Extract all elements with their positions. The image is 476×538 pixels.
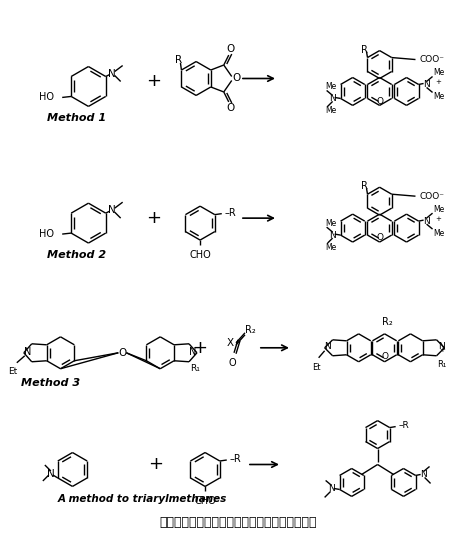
- Text: Me: Me: [433, 204, 444, 214]
- Text: N: N: [24, 347, 31, 357]
- Text: R: R: [361, 45, 368, 54]
- Text: N: N: [108, 205, 116, 215]
- Text: –R: –R: [225, 208, 237, 218]
- Text: R: R: [361, 181, 368, 191]
- Text: Et: Et: [312, 363, 321, 372]
- Text: O: O: [227, 103, 235, 113]
- Text: CHO: CHO: [194, 497, 216, 506]
- Text: O: O: [118, 348, 127, 358]
- Text: Method 1: Method 1: [47, 114, 106, 123]
- Text: +: +: [436, 80, 441, 86]
- Text: –R: –R: [230, 454, 241, 464]
- Text: +: +: [440, 347, 446, 353]
- Text: A method to triarylmethanes: A method to triarylmethanes: [58, 494, 227, 505]
- Text: O: O: [376, 97, 383, 106]
- Text: N: N: [420, 470, 427, 479]
- Text: N: N: [329, 94, 336, 103]
- Text: Method 3: Method 3: [21, 378, 80, 388]
- Text: N: N: [47, 469, 55, 479]
- Text: N: N: [438, 342, 445, 351]
- Text: O: O: [227, 44, 235, 54]
- Text: R₂: R₂: [382, 317, 393, 327]
- Text: O: O: [376, 233, 383, 243]
- Text: O: O: [228, 358, 236, 368]
- Text: 几种合成罗丹明衍生物和合成三芳基甲烷的方法: 几种合成罗丹明衍生物和合成三芳基甲烷的方法: [159, 516, 317, 529]
- Text: HO: HO: [39, 93, 54, 102]
- Text: R₂: R₂: [245, 325, 255, 335]
- Text: Me: Me: [433, 229, 444, 238]
- Text: CHO: CHO: [189, 250, 211, 260]
- Text: Method 2: Method 2: [47, 250, 106, 260]
- Text: O: O: [381, 352, 388, 360]
- Text: N: N: [328, 484, 335, 493]
- Text: R: R: [175, 55, 182, 65]
- Text: Me: Me: [325, 106, 336, 115]
- Text: +: +: [146, 73, 161, 90]
- Text: Me: Me: [433, 92, 444, 101]
- Text: X: X: [227, 338, 234, 348]
- Text: +: +: [193, 339, 208, 357]
- Text: Me: Me: [325, 218, 336, 228]
- Text: N: N: [108, 68, 116, 79]
- Text: N: N: [423, 217, 430, 225]
- Text: R₁: R₁: [437, 360, 446, 369]
- Text: O: O: [233, 74, 241, 83]
- Text: N: N: [329, 231, 336, 239]
- Text: N: N: [189, 347, 197, 357]
- Text: COO⁻: COO⁻: [419, 192, 445, 201]
- Text: R₁: R₁: [190, 364, 200, 373]
- Text: N: N: [324, 342, 331, 351]
- Text: Me: Me: [433, 68, 444, 77]
- Text: +: +: [436, 216, 441, 222]
- Text: N: N: [423, 80, 430, 89]
- Text: Me: Me: [325, 82, 336, 91]
- Text: –R: –R: [399, 421, 409, 430]
- Text: HO: HO: [39, 229, 54, 239]
- Text: Me: Me: [325, 243, 336, 252]
- Text: +: +: [148, 456, 163, 473]
- Text: COO⁻: COO⁻: [419, 55, 445, 64]
- Text: Et: Et: [8, 367, 18, 376]
- Text: +: +: [146, 209, 161, 227]
